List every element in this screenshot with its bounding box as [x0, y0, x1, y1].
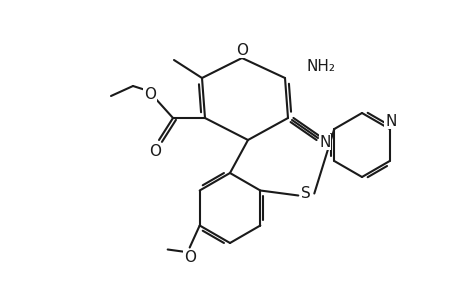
Text: O: O [183, 250, 195, 265]
Text: O: O [235, 43, 247, 58]
Text: NH₂: NH₂ [306, 58, 335, 74]
Text: N: N [384, 113, 396, 128]
Text: O: O [144, 86, 156, 101]
Text: N: N [319, 134, 330, 149]
Text: S: S [301, 186, 310, 201]
Text: O: O [149, 143, 161, 158]
